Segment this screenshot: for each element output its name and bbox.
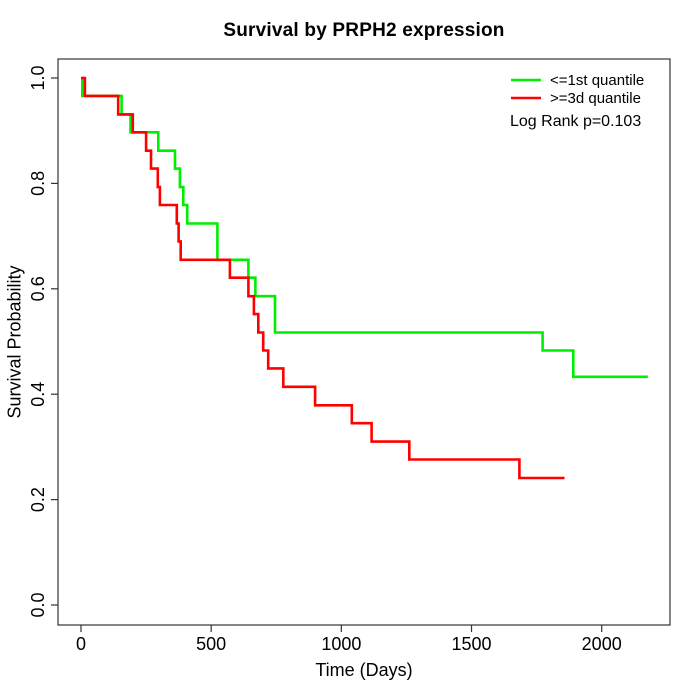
- log-rank-annotation: Log Rank p=0.103: [510, 113, 642, 130]
- y-tick-label: 0.8: [28, 171, 48, 196]
- y-tick-label: 0.6: [28, 276, 48, 301]
- y-tick-label: 1.0: [28, 65, 48, 90]
- chart-title: Survival by PRPH2 expression: [223, 20, 505, 41]
- y-tick-label: 0.4: [28, 382, 48, 407]
- legend-label-3d-quantile: >=3d quantile: [550, 90, 641, 107]
- x-tick-label: 2000: [582, 634, 622, 654]
- y-tick-label: 0.0: [28, 592, 48, 617]
- plot-box: [57, 58, 671, 626]
- km-curve-3d-quantile: [81, 76, 565, 480]
- x-tick-label: 1000: [321, 634, 361, 654]
- legend-label-1st-quantile: <=1st quantile: [550, 72, 645, 89]
- y-axis-label: Survival Probability: [4, 265, 25, 419]
- x-tick-label: 0: [76, 634, 86, 654]
- x-tick-label: 500: [196, 634, 226, 654]
- x-tick-label: 1500: [452, 634, 492, 654]
- x-axis-label: Time (Days): [315, 660, 413, 680]
- y-tick-label: 0.2: [28, 487, 48, 512]
